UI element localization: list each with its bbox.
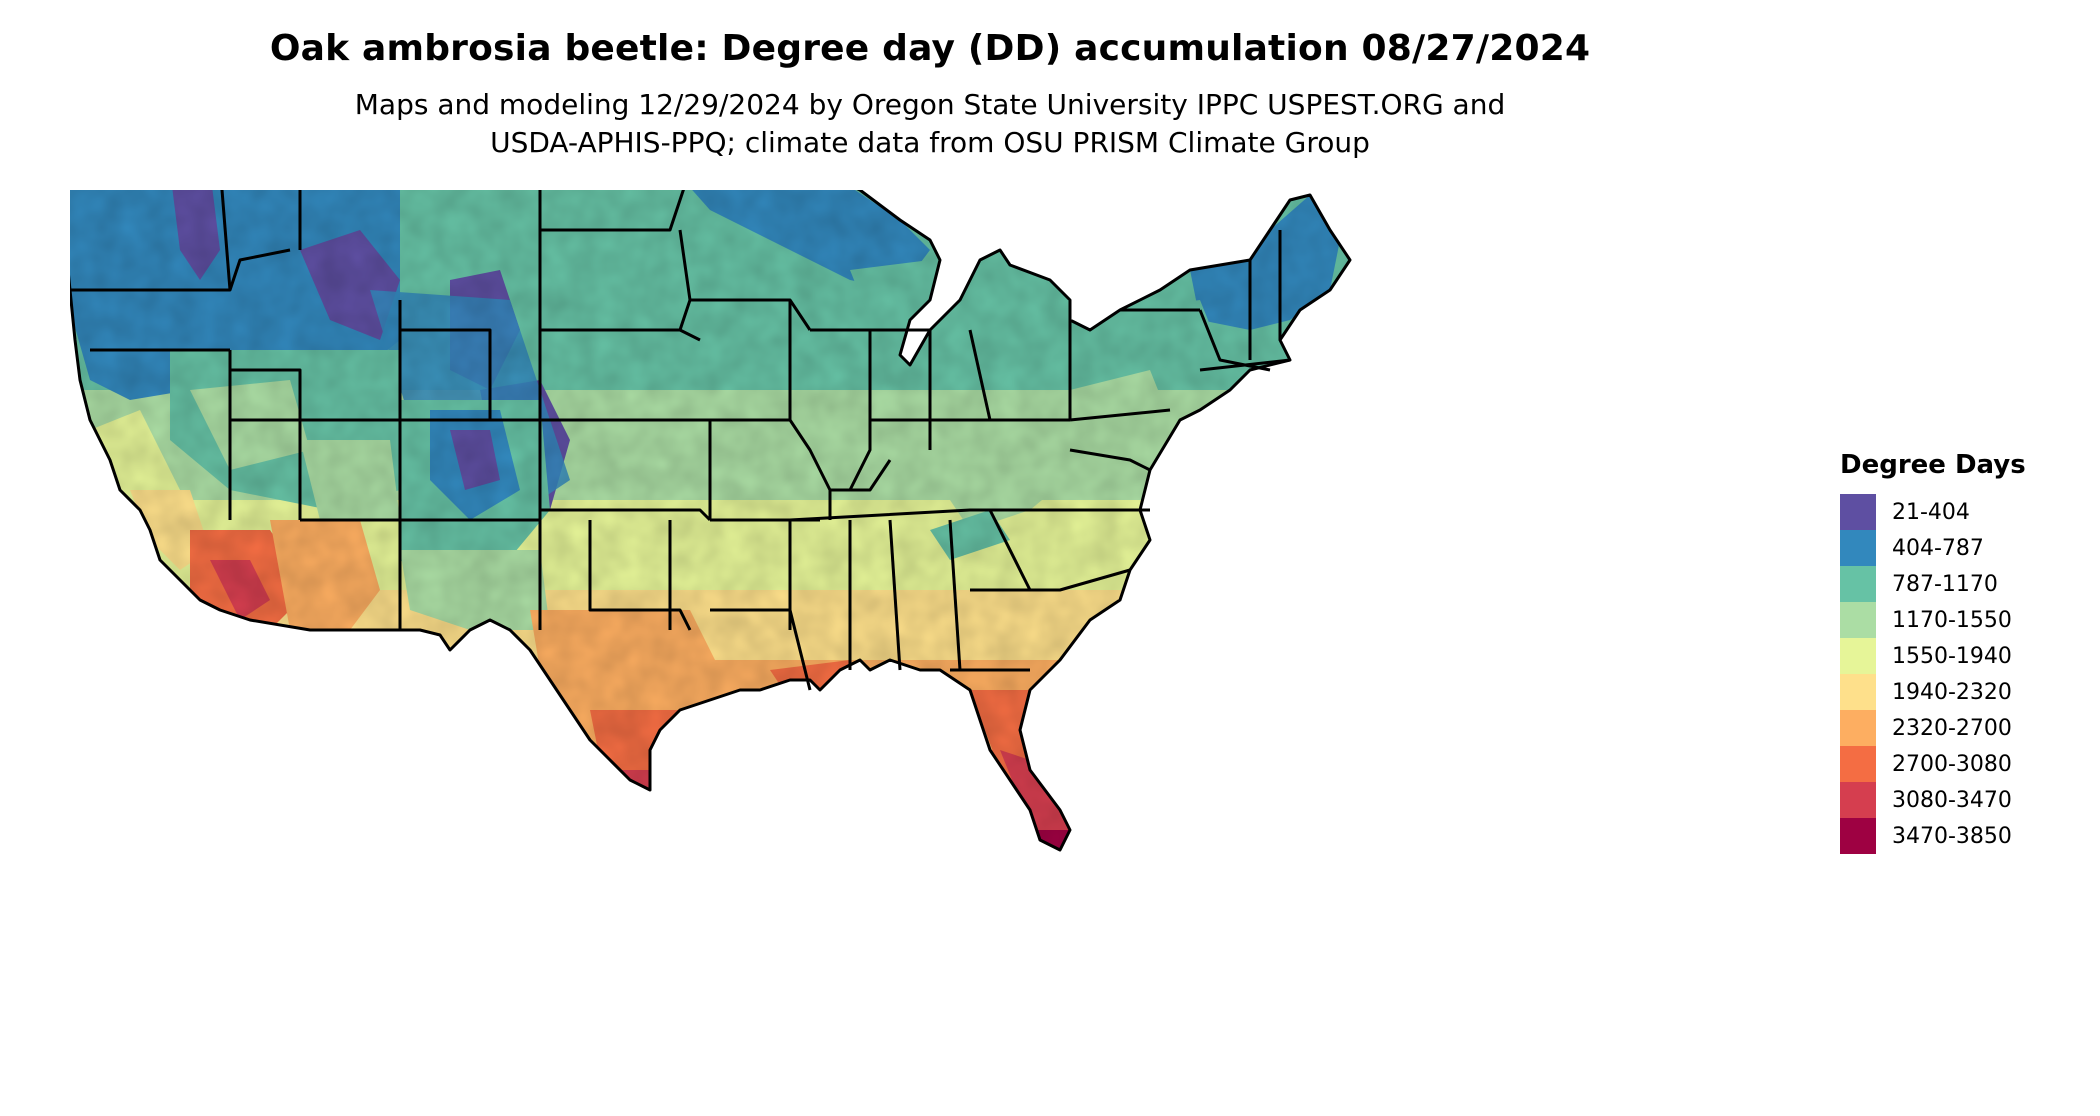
legend-item: 1170-1550 <box>1840 602 2080 638</box>
legend-label: 2700-3080 <box>1892 751 2012 777</box>
legend-swatch <box>1840 566 1876 602</box>
subtitle-line-1: Maps and modeling 12/29/2024 by Oregon S… <box>354 88 1506 121</box>
legend-label: 787-1170 <box>1892 571 1998 597</box>
legend-item: 2700-3080 <box>1840 746 2080 782</box>
legend-label: 21-404 <box>1892 499 1970 525</box>
legend-swatch <box>1840 638 1876 674</box>
legend-item: 787-1170 <box>1840 566 2080 602</box>
degree-day-fill <box>70 190 1350 850</box>
legend-label: 2320-2700 <box>1892 715 2012 741</box>
legend-swatch <box>1840 782 1876 818</box>
map-legend: Degree Days 21-404 404-787 787-1170 1170-15… <box>1840 450 2080 854</box>
legend-swatch <box>1840 602 1876 638</box>
legend-label: 3470-3850 <box>1892 823 2012 849</box>
legend-swatch <box>1840 818 1876 854</box>
legend-item: 1940-2320 <box>1840 674 2080 710</box>
legend-item: 3470-3850 <box>1840 818 2080 854</box>
legend-item: 1550-1940 <box>1840 638 2080 674</box>
legend-label: 1550-1940 <box>1892 643 2012 669</box>
legend-title: Degree Days <box>1840 450 2026 480</box>
legend-items: 21-404 404-787 787-1170 1170-1550 1550-1940 1… <box>1840 494 2080 854</box>
legend-item: 21-404 <box>1840 494 2080 530</box>
legend-swatch <box>1840 674 1876 710</box>
legend-swatch <box>1840 710 1876 746</box>
state-boundaries <box>70 190 1352 852</box>
map-title: Oak ambrosia beetle: Degree day (DD) acc… <box>269 28 1591 69</box>
legend-label: 1940-2320 <box>1892 679 2012 705</box>
legend-swatch <box>1840 530 1876 566</box>
legend-label: 1170-1550 <box>1892 607 2012 633</box>
map-subtitle: Maps and modeling 12/29/2024 by Oregon S… <box>0 86 1860 162</box>
degree-day-map <box>70 190 1352 852</box>
legend-item: 2320-2700 <box>1840 710 2080 746</box>
legend-item: 404-787 <box>1840 530 2080 566</box>
legend-item: 3080-3470 <box>1840 782 2080 818</box>
legend-swatch <box>1840 746 1876 782</box>
subtitle-line-2: USDA-APHIS-PPQ; climate data from OSU PR… <box>490 126 1370 159</box>
legend-label: 3080-3470 <box>1892 787 2012 813</box>
legend-swatch <box>1840 494 1876 530</box>
legend-label: 404-787 <box>1892 535 1984 561</box>
